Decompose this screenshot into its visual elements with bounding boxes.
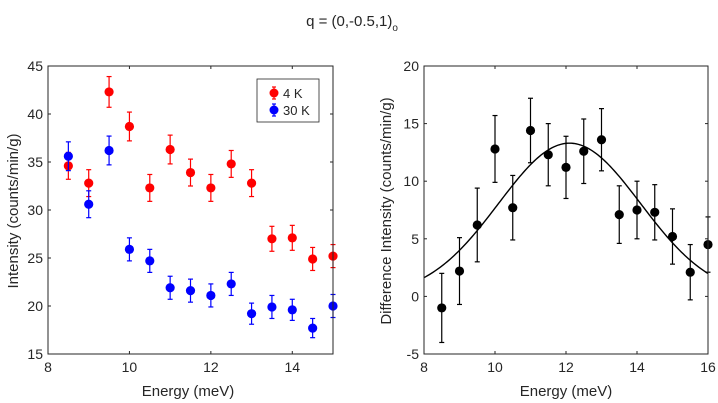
left-data-marks	[63, 75, 338, 339]
x-tick-label: 16	[700, 359, 716, 375]
x-tick-label: 10	[487, 359, 503, 375]
x-tick-label: 12	[203, 359, 219, 375]
data-point	[308, 254, 318, 264]
data-point	[267, 302, 277, 312]
data-point	[267, 234, 277, 244]
y-tick-label: 40	[27, 106, 43, 122]
data-point	[308, 323, 318, 333]
legend-4k-label: 4 K	[283, 86, 303, 101]
data-point	[246, 178, 257, 188]
data-point	[145, 256, 155, 266]
left-plot-frame	[47, 65, 334, 355]
data-point	[165, 144, 175, 155]
legend-box	[256, 78, 320, 123]
data-point	[287, 305, 297, 315]
y-tick-label: 15	[403, 116, 419, 132]
data-point	[472, 220, 482, 230]
data-point	[165, 283, 175, 293]
right-axis-ticks: 8 10 12 14 16 -5 0 5 10 15 20	[403, 58, 716, 375]
data-point	[226, 159, 236, 169]
right-plot-frame	[423, 65, 709, 355]
data-point	[650, 207, 660, 217]
legend-4k-marker	[269, 88, 279, 98]
data-point	[185, 286, 196, 296]
left-x-axis-label: Energy (meV)	[142, 383, 235, 400]
right-plot: Energy (meV) Difference Intensity (count…	[378, 58, 716, 400]
y-tick-label: -5	[407, 346, 420, 362]
data-point	[561, 162, 571, 172]
data-point	[685, 267, 695, 277]
data-point	[206, 290, 216, 301]
data-point	[543, 150, 553, 160]
data-point	[84, 199, 94, 209]
left-y-axis-label: Intensity (counts/min/g)	[5, 133, 22, 288]
data-point	[454, 266, 465, 276]
data-point	[579, 146, 589, 156]
x-tick-label: 12	[558, 359, 574, 375]
y-tick-label: 35	[27, 154, 43, 170]
right-x-axis-label: Energy (meV)	[520, 383, 613, 400]
figure-title: q = (0,-0.5,1)o	[306, 13, 398, 34]
y-tick-label: 45	[27, 58, 43, 74]
data-point	[667, 231, 678, 242]
data-point	[287, 233, 297, 243]
x-tick-label: 8	[44, 359, 52, 375]
y-tick-label: 20	[27, 298, 43, 314]
y-tick-label: 30	[27, 202, 43, 218]
data-point	[614, 210, 624, 220]
data-point	[104, 87, 114, 97]
legend-30k-label: 30 K	[283, 103, 310, 118]
y-tick-label: 10	[403, 173, 419, 189]
y-tick-label: 25	[27, 250, 43, 266]
right-y-axis-label: Difference Intensity (counts/min/g)	[378, 97, 395, 324]
x-tick-label: 10	[122, 359, 138, 375]
data-point	[525, 125, 536, 136]
data-point	[124, 121, 135, 132]
data-point	[145, 183, 155, 193]
left-axis-ticks: 8 10 12 14 15 20 25 30 35 40 45	[27, 58, 333, 375]
y-tick-label: 5	[411, 231, 419, 247]
data-point	[124, 244, 135, 254]
data-point	[206, 183, 216, 193]
legend: 4 K 30 K	[256, 78, 320, 123]
figure-title-subscript: o	[392, 23, 398, 34]
y-tick-label: 15	[27, 346, 43, 362]
data-point	[84, 178, 94, 188]
x-tick-label: 14	[284, 359, 300, 375]
y-tick-label: 0	[411, 288, 419, 304]
figure-title-main: q = (0,-0.5,1)	[306, 13, 392, 30]
data-point	[490, 144, 500, 154]
x-tick-label: 14	[629, 359, 645, 375]
x-tick-label: 8	[420, 359, 428, 375]
data-point	[632, 205, 642, 215]
legend-30k-marker	[269, 105, 279, 115]
y-tick-label: 20	[403, 58, 419, 74]
data-point	[508, 203, 518, 213]
data-point	[185, 167, 196, 178]
right-data-marks	[437, 97, 713, 344]
data-point	[437, 303, 447, 313]
data-point	[246, 309, 257, 319]
data-point	[104, 145, 114, 156]
data-point	[596, 135, 607, 145]
data-point	[63, 151, 73, 161]
data-point	[226, 279, 236, 289]
